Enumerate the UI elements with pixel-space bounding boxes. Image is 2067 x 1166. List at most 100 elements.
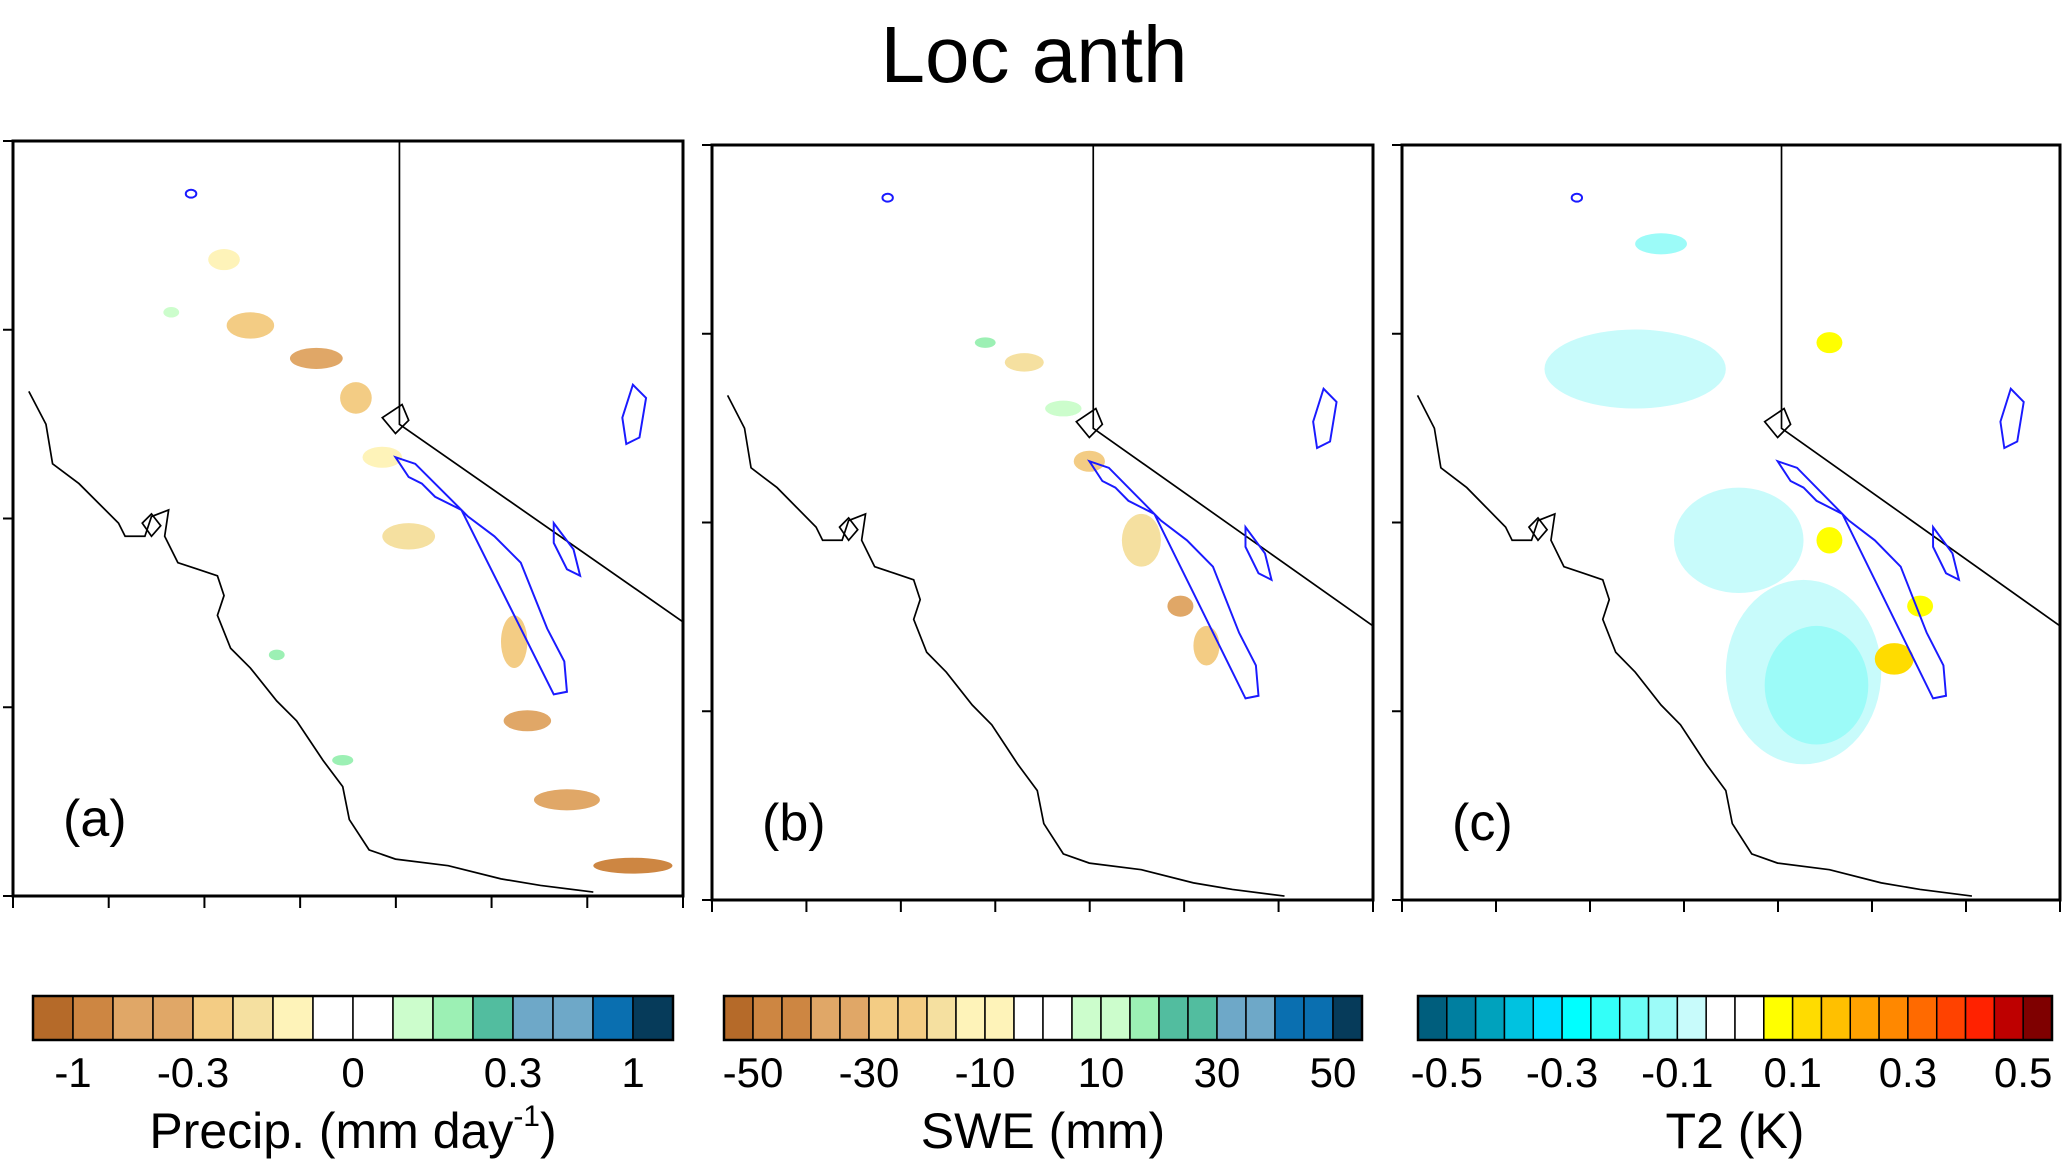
colorbar-box — [781, 995, 812, 1041]
colorbar-box — [723, 995, 754, 1041]
anomaly-region — [289, 347, 343, 369]
colorbar-tick-label: 50 — [1310, 1049, 1357, 1096]
anomaly-region — [1816, 332, 1843, 354]
colorbar-tick-label: -1 — [54, 1049, 91, 1096]
colorbar-box — [72, 995, 114, 1041]
anomaly-region — [1193, 625, 1220, 666]
colorbar-tick-label: -30 — [839, 1049, 900, 1096]
colorbar-tick-label: 10 — [1078, 1049, 1125, 1096]
anomaly-region — [533, 789, 600, 811]
colorbar-box — [272, 995, 314, 1041]
colorbar-box — [232, 995, 274, 1041]
colorbar-tick-label: 0.3 — [484, 1049, 542, 1096]
colorbar-box — [1734, 995, 1765, 1041]
colorbar-box — [1993, 995, 2024, 1041]
colorbar-box — [312, 995, 354, 1041]
colorbar-box — [1791, 995, 1823, 1041]
colorbar-box — [1849, 995, 1880, 1041]
colorbar-box — [1647, 995, 1679, 1041]
figure-title: Loc anth — [881, 10, 1188, 99]
colorbar-box — [1129, 995, 1160, 1041]
anomaly-region — [208, 249, 240, 271]
elevation-contour — [184, 188, 198, 199]
colorbar-box — [1532, 995, 1563, 1041]
panel-label: (c) — [1452, 794, 1513, 852]
colorbar-t2: -0.5 -0.3 -0.1 0.1 0.3 0.5 T2 (K) — [1411, 994, 2054, 1159]
colorbar-frame — [1416, 994, 2054, 1042]
colorbar-box — [512, 995, 554, 1041]
colorbar-box — [632, 995, 674, 1041]
colorbar-box — [1935, 995, 1967, 1041]
colorbar-box — [1417, 995, 1448, 1041]
anomaly-region — [1045, 400, 1082, 417]
anomaly-region — [362, 446, 403, 468]
colorbar-tick-label: -50 — [723, 1049, 784, 1096]
colorbar-box — [1216, 995, 1247, 1041]
anomaly-region — [1816, 527, 1843, 554]
elevation-contour — [881, 192, 894, 203]
colorbar-box — [1676, 995, 1707, 1041]
colorbar-tick-label: 1 — [621, 1049, 644, 1096]
anomaly-region — [593, 857, 673, 874]
colorbar-frame — [722, 994, 1364, 1042]
colorbar-box — [1561, 995, 1592, 1041]
anomaly-region — [268, 649, 285, 661]
colorbar-tick-label: -0.1 — [1641, 1049, 1713, 1096]
colorbar-box — [984, 995, 1015, 1041]
colorbar-box — [2022, 995, 2053, 1041]
anomaly-region — [1764, 625, 1869, 745]
colorbar-box — [152, 995, 194, 1041]
anomaly-region — [1004, 353, 1044, 372]
colorbar-box — [1071, 995, 1102, 1041]
colorbar-tick-label: 0.3 — [1879, 1049, 1937, 1096]
colorbar-box — [868, 995, 899, 1041]
anomaly-region — [974, 337, 996, 348]
colorbar-box — [1446, 995, 1477, 1041]
colorbar-tick-label: 0.5 — [1994, 1049, 2052, 1096]
colorbar-box — [1618, 995, 1650, 1041]
colorbar-box — [926, 995, 957, 1041]
lake-tahoe-outline — [381, 403, 410, 435]
elevation-contour — [1775, 386, 2025, 700]
anomaly-region — [340, 382, 372, 414]
colorbar-box — [1158, 995, 1189, 1041]
anomaly-region — [503, 710, 552, 732]
lake-outline — [141, 512, 162, 538]
colorbar-precip: -1 -0.3 0 0.3 1 Precip. (mm day-1) — [31, 994, 675, 1159]
colorbar-box — [1187, 995, 1218, 1041]
anomaly-region — [1544, 329, 1726, 409]
colorbar-title: SWE (mm) — [921, 1103, 1165, 1159]
colorbar-box — [955, 995, 986, 1041]
elevation-contour — [1086, 386, 1338, 700]
map-panel-b — [726, 145, 1374, 897]
anomaly-region — [332, 755, 354, 766]
state-border — [1780, 145, 2061, 627]
colorbar-box — [192, 995, 234, 1041]
lake-outline — [1527, 516, 1549, 542]
anomaly-region — [382, 523, 436, 550]
colorbar-frame — [31, 994, 675, 1042]
elevation-contour — [393, 382, 648, 696]
colorbar-box — [352, 995, 394, 1041]
lake-outline — [838, 516, 859, 542]
coastline — [1416, 394, 1973, 897]
panel-label: (a) — [63, 790, 127, 848]
colorbar-tick-label: 30 — [1194, 1049, 1241, 1096]
colorbar-box — [810, 995, 841, 1041]
colorbar-tick-label: -10 — [955, 1049, 1016, 1096]
colorbar-box — [752, 995, 783, 1041]
map-panel-a — [28, 141, 684, 893]
colorbar-box — [1878, 995, 1909, 1041]
colorbar-box — [1907, 995, 1938, 1041]
colorbar-box — [1245, 995, 1276, 1041]
colorbar-box — [1013, 995, 1044, 1041]
colorbar-box — [472, 995, 514, 1041]
colorbar-swe: -50 -30 -10 10 30 50 SWE (mm) — [722, 994, 1364, 1159]
coastline — [726, 394, 1285, 897]
colorbar-box — [839, 995, 870, 1041]
colorbar-box — [552, 995, 594, 1041]
colorbar-tick-label: 0 — [341, 1049, 364, 1096]
colorbar-box — [432, 995, 474, 1041]
elevation-contour — [1570, 192, 1584, 203]
